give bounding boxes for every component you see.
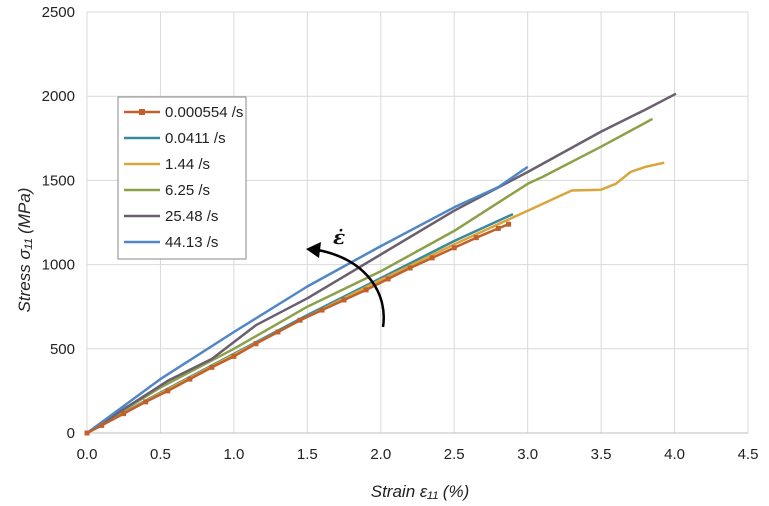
y-tick-label: 2500 <box>42 4 75 21</box>
series-line <box>86 92 677 435</box>
x-tick-label: 0.5 <box>150 446 171 463</box>
series-marker <box>297 317 303 323</box>
y-tick-label: 2000 <box>42 88 75 105</box>
series-marker <box>143 399 149 405</box>
series-marker <box>473 235 479 241</box>
legend-label: 0.0411 /s <box>165 130 226 147</box>
series-marker <box>209 364 215 370</box>
legend-label: 0.000554 /s <box>165 104 243 121</box>
x-tick-label: 4.5 <box>738 446 759 463</box>
series-marker <box>187 376 193 382</box>
x-tick-label: 2.0 <box>370 446 391 463</box>
series-marker <box>165 388 171 394</box>
series-marker <box>231 353 237 359</box>
legend-box <box>117 96 247 260</box>
x-tick-label: 3.0 <box>517 446 538 463</box>
y-axis-title: Stress σ₁₁ (MPa) <box>15 188 34 313</box>
series-marker <box>385 276 391 282</box>
legend: 0.000554 /s 0.0411 /s 1.44 /s 6.25 /s 25.48 … <box>117 96 247 260</box>
legend-label: 25.48 /s <box>165 208 218 225</box>
series-line <box>86 165 529 435</box>
series-marker <box>407 265 413 271</box>
strain-rate-arrow: ε̇ <box>306 225 385 328</box>
x-tick-label: 1.5 <box>297 446 318 463</box>
legend-label: 44.13 /s <box>165 234 218 251</box>
x-tick-label: 4.0 <box>664 446 685 463</box>
y-tick-label: 1000 <box>42 257 75 274</box>
x-tick-label: 3.5 <box>591 446 612 463</box>
series-lines <box>84 92 677 436</box>
y-tick-label: 0 <box>67 425 75 442</box>
series-marker <box>429 255 435 261</box>
x-tick-label: 0.0 <box>77 446 98 463</box>
series-marker <box>341 297 347 303</box>
series-marker <box>275 329 281 335</box>
series-marker <box>506 221 512 227</box>
x-tick-label: 1.0 <box>223 446 244 463</box>
series-marker <box>495 225 501 231</box>
legend-label: 1.44 /s <box>165 156 210 173</box>
series-marker <box>121 411 127 417</box>
strain-rate-label: ε̇ <box>333 225 345 249</box>
series-marker <box>451 245 457 251</box>
x-tick-labels: 0.0 0.5 1.0 1.5 2.0 2.5 3.0 3.5 4.0 4.5 <box>77 446 759 463</box>
series-marker <box>253 341 259 347</box>
series-marker <box>84 430 90 436</box>
y-tick-label: 500 <box>50 341 75 358</box>
series-marker <box>363 287 369 293</box>
legend-label: 6.25 /s <box>165 182 210 199</box>
y-tick-labels: 0 500 1000 1500 2000 2500 <box>42 4 75 442</box>
series-marker <box>319 307 325 313</box>
y-tick-label: 1500 <box>42 172 75 189</box>
legend-marker <box>139 109 145 115</box>
x-tick-label: 2.5 <box>444 446 465 463</box>
x-axis-title: Strain ε₁₁ (%) <box>371 482 470 501</box>
series-line <box>86 117 654 435</box>
series-marker <box>99 422 105 428</box>
